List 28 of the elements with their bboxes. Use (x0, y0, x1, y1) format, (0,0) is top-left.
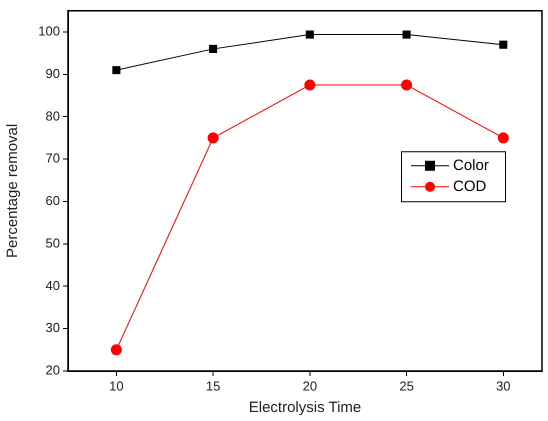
y-tick-label: 50 (46, 235, 60, 250)
y-tick-label: 40 (46, 278, 60, 293)
y-tick-label: 100 (38, 24, 60, 39)
point (402, 30, 411, 39)
x-tick-label: 20 (302, 378, 318, 394)
y-tick-label: 80 (46, 108, 60, 124)
x-tick-label: 15 (206, 378, 220, 394)
point (112, 66, 120, 74)
point (401, 79, 412, 90)
legend-label: Color (453, 156, 489, 174)
point (110, 344, 122, 356)
point (306, 30, 314, 39)
y-axis-title: Percentage removal (4, 124, 22, 258)
y-tick-label: 30 (46, 320, 60, 336)
y-tick-label: 90 (46, 66, 60, 81)
point (304, 79, 316, 90)
x-tick-label: 25 (399, 378, 414, 394)
x-tick-label: 30 (496, 378, 511, 394)
point (208, 132, 219, 144)
y-tick-label: 20 (46, 362, 60, 378)
legend-label: COD (453, 178, 486, 195)
x-tick-label: 10 (109, 378, 124, 394)
y-tick-label: 60 (46, 193, 60, 208)
y-tick-label: 70 (46, 150, 60, 166)
x-axis-title: Electrolysis Time (248, 399, 362, 416)
point (209, 44, 218, 53)
point (499, 40, 508, 49)
point (498, 132, 509, 144)
